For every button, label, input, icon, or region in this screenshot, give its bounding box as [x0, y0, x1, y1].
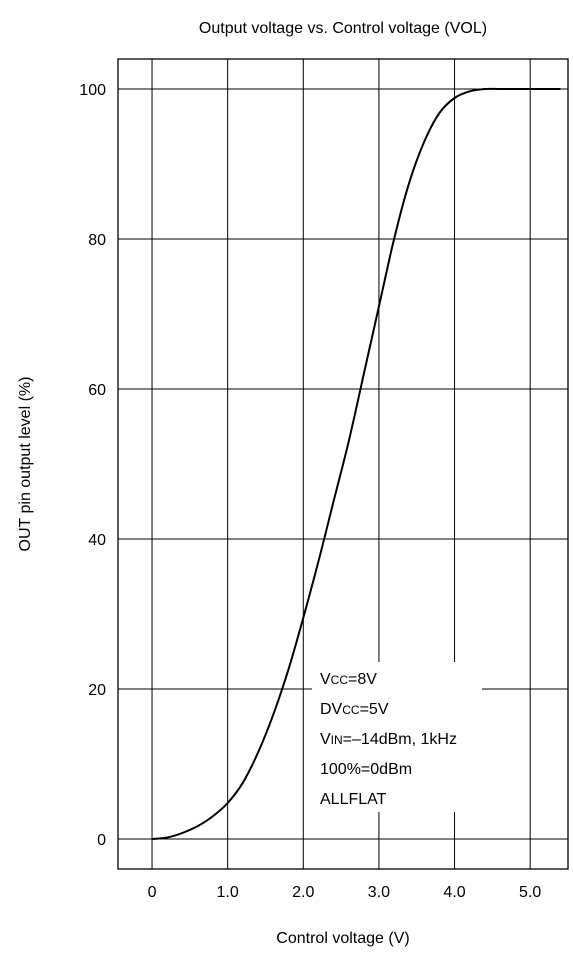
grid: [118, 59, 568, 869]
x-tick-label: 1.0: [217, 884, 239, 901]
x-tick-label: 5.0: [519, 884, 541, 901]
y-tick-label: 0: [97, 832, 106, 849]
y-axis-title: OUT pin output level (%): [17, 377, 34, 552]
annotation-line: DVCC=5V: [320, 701, 389, 718]
annotation-line: ALLFLAT: [320, 791, 387, 808]
annotation: VCC=8V DVCC=5V VIN=–14dBm, 1kHz 100%=0dBm AL…: [320, 671, 457, 808]
x-tick-label: 4.0: [443, 884, 465, 901]
y-tick-label: 40: [88, 532, 106, 549]
x-tick-label: 2.0: [292, 884, 314, 901]
annotation-background: [312, 662, 482, 812]
chart-title: Output voltage vs. Control voltage (VOL): [199, 20, 487, 37]
annotation-line: VIN=–14dBm, 1kHz: [320, 731, 457, 748]
x-tick-label: 3.0: [368, 884, 390, 901]
y-tick-label: 100: [79, 82, 106, 99]
annotation-line: VCC=8V: [320, 671, 377, 688]
x-axis-ticks: 0 1.0 2.0 3.0 4.0 5.0: [148, 884, 542, 901]
y-tick-label: 60: [88, 382, 106, 399]
plot-frame: [117, 58, 569, 870]
annotation-line: 100%=0dBm: [320, 761, 412, 778]
series-line: [151, 87, 561, 840]
y-axis-ticks: 0 20 40 60 80 100: [79, 82, 106, 849]
y-tick-label: 20: [88, 682, 106, 699]
x-tick-label: 0: [148, 884, 157, 901]
x-axis-title: Control voltage (V): [276, 930, 409, 947]
y-tick-label: 80: [88, 232, 106, 249]
